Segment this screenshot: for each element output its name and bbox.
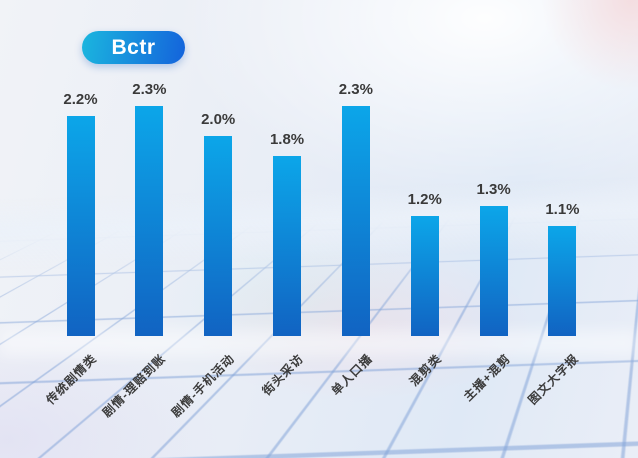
bar-value-label: 1.2% bbox=[407, 191, 442, 208]
baseline-glow bbox=[0, 330, 638, 356]
category-label: 剧情-理赔到账 bbox=[100, 351, 169, 421]
category-label: 主播+混剪 bbox=[460, 351, 513, 404]
category-label: 街头采访 bbox=[259, 351, 307, 399]
bar-value-label: 2.3% bbox=[132, 81, 167, 98]
bar-value-label: 1.8% bbox=[269, 131, 305, 148]
bar bbox=[66, 116, 95, 336]
bar bbox=[273, 156, 302, 336]
bar-value-label: 2.0% bbox=[201, 111, 236, 128]
bar bbox=[548, 226, 577, 336]
bar-value-label: 1.3% bbox=[476, 181, 511, 198]
category-label: 传统剧情类 bbox=[43, 351, 100, 408]
bar-value-label: 1.1% bbox=[545, 201, 580, 218]
title-badge: Bctr bbox=[82, 31, 185, 64]
category-label: 单人口播 bbox=[328, 351, 376, 399]
category-label: 混剪类 bbox=[406, 351, 445, 389]
bar-value-label: 2.2% bbox=[63, 91, 98, 108]
bar bbox=[135, 106, 164, 336]
bar-value-label: 2.3% bbox=[338, 81, 373, 98]
category-label: 图文大字报 bbox=[525, 351, 582, 408]
title-badge-label: Bctr bbox=[111, 35, 156, 59]
bar bbox=[341, 106, 370, 336]
bar bbox=[410, 216, 439, 336]
bar bbox=[204, 136, 233, 336]
category-label: 剧情-手机活动 bbox=[168, 351, 238, 421]
bar bbox=[479, 206, 508, 336]
